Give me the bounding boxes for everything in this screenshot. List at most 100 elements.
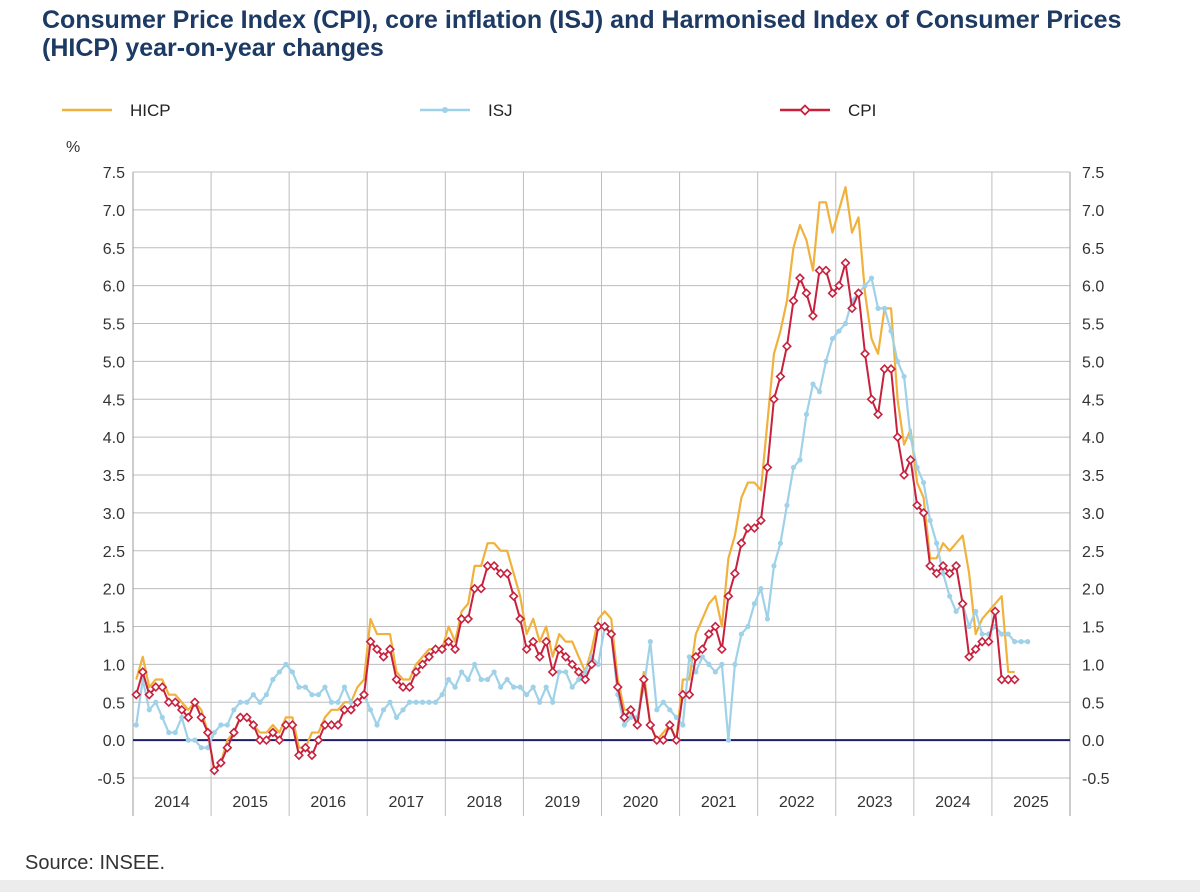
- data-point-cpi: [424, 651, 434, 662]
- data-point-isj: [660, 699, 666, 705]
- data-point-cpi: [528, 636, 539, 647]
- data-point-isj: [367, 707, 374, 713]
- data-point-cpi: [762, 462, 773, 473]
- data-point-cpi: [248, 720, 259, 730]
- data-point-isj: [790, 464, 797, 471]
- data-point-cpi: [1009, 674, 1020, 685]
- data-point-isj: [504, 676, 510, 683]
- data-point-isj: [231, 707, 237, 713]
- data-point-isj: [1018, 639, 1024, 645]
- data-point-isj: [159, 714, 165, 721]
- legend-label: HICP: [130, 101, 171, 120]
- data-point-cpi: [970, 644, 981, 655]
- data-point-isj: [595, 661, 601, 667]
- data-point-isj: [797, 457, 803, 463]
- data-point-isj: [302, 684, 309, 690]
- data-point-isj: [699, 654, 705, 660]
- series-area: [131, 186, 1031, 776]
- data-point-isj: [400, 707, 406, 713]
- data-point-isj: [1005, 631, 1011, 637]
- data-point-cpi: [912, 500, 923, 511]
- data-point-isj: [185, 737, 191, 743]
- data-point-cpi: [886, 364, 896, 374]
- data-point-isj: [803, 411, 810, 417]
- data-point-cpi: [417, 659, 428, 670]
- data-point-cpi: [365, 636, 376, 647]
- data-point-cpi: [801, 288, 812, 299]
- grid: [132, 171, 1071, 816]
- data-point-cpi: [684, 689, 695, 700]
- data-point-cpi: [541, 636, 552, 647]
- data-point-isj: [530, 684, 536, 690]
- data-point-isj: [309, 692, 315, 698]
- series-line-cpi: [135, 261, 1015, 772]
- legend-item-hicp: HICP: [62, 101, 171, 120]
- data-point-cpi: [573, 667, 584, 677]
- legend-label: ISJ: [488, 101, 513, 120]
- data-point-isj: [576, 676, 582, 683]
- data-point-isj: [816, 389, 823, 395]
- data-point-isj: [1025, 639, 1031, 645]
- data-point-cpi: [450, 644, 461, 655]
- data-point-cpi: [944, 568, 955, 579]
- x-tick-label: 2017: [388, 794, 424, 811]
- data-point-cpi: [729, 568, 740, 579]
- data-point-cpi: [990, 606, 1001, 617]
- data-point-cpi: [215, 757, 226, 768]
- data-point-isj: [973, 608, 979, 614]
- data-point-cpi: [632, 720, 643, 730]
- y-tick-label-right: 2.0: [1082, 582, 1104, 599]
- data-point-cpi: [860, 348, 870, 359]
- data-point-isj: [459, 669, 465, 675]
- data-point-isj: [654, 707, 660, 713]
- y-tick-label-right: 6.0: [1082, 279, 1104, 296]
- data-point-isj: [621, 722, 627, 728]
- data-point-isj: [406, 699, 413, 705]
- data-point-cpi: [222, 742, 233, 753]
- data-point-isj: [777, 540, 784, 546]
- data-point-cpi: [137, 667, 148, 677]
- data-point-cpi: [690, 651, 701, 662]
- data-point-isj: [172, 729, 178, 736]
- x-tick-label: 2023: [857, 794, 893, 811]
- legend-marker: [799, 104, 811, 116]
- data-point-isj: [374, 722, 380, 728]
- data-point-cpi: [352, 697, 363, 708]
- data-point-isj: [445, 676, 452, 683]
- data-point-cpi: [333, 720, 343, 730]
- data-point-cpi: [983, 636, 994, 647]
- data-point-isj: [192, 737, 198, 743]
- data-point-isj: [237, 699, 243, 705]
- data-point-cpi: [964, 651, 975, 662]
- legend-item-isj: ISJ: [420, 101, 513, 120]
- data-point-cpi: [560, 651, 571, 662]
- data-point-cpi: [827, 288, 838, 299]
- data-point-isj: [979, 631, 985, 637]
- data-point-cpi: [645, 720, 656, 730]
- data-point-cpi: [293, 750, 304, 761]
- data-point-cpi: [957, 598, 968, 609]
- data-point-isj: [478, 676, 484, 683]
- data-point-isj: [647, 639, 653, 645]
- data-point-cpi: [495, 568, 506, 579]
- footer-bar: [0, 880, 1200, 892]
- y-tick-label-right: -0.5: [1082, 771, 1110, 788]
- x-tick-label: 2020: [623, 794, 659, 811]
- data-point-cpi: [677, 689, 688, 700]
- data-point-cpi: [339, 704, 350, 715]
- data-point-cpi: [443, 636, 454, 647]
- data-point-isj: [393, 714, 400, 721]
- data-point-cpi: [769, 394, 779, 405]
- data-point-cpi: [378, 651, 389, 662]
- data-point-cpi: [703, 629, 714, 640]
- data-point-isj: [250, 692, 256, 698]
- data-point-cpi: [671, 735, 682, 746]
- data-point-isj: [712, 669, 718, 675]
- data-point-cpi: [586, 659, 597, 670]
- data-point-cpi: [508, 591, 519, 602]
- data-point-cpi: [411, 667, 421, 677]
- data-point-isj: [224, 722, 230, 728]
- data-point-isj: [706, 661, 712, 667]
- data-point-isj: [432, 699, 439, 705]
- data-point-cpi: [905, 454, 916, 465]
